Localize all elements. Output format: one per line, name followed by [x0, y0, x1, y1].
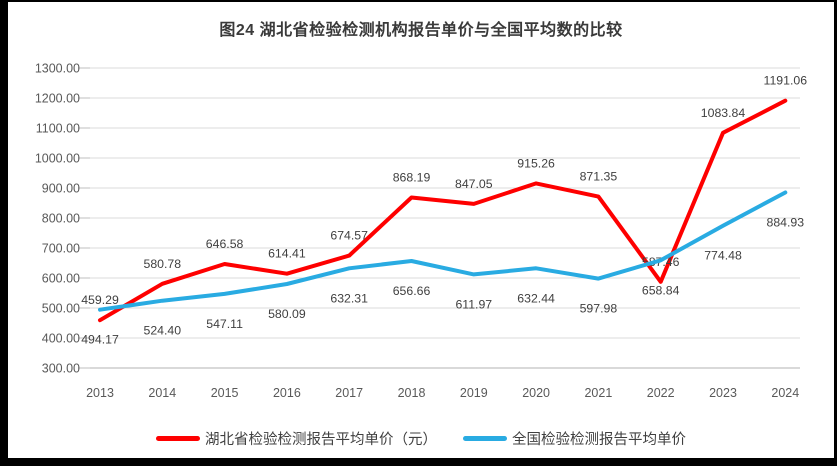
data-point-label: 547.11: [206, 317, 243, 331]
data-point-label: 597.98: [580, 302, 618, 316]
x-axis-tick-label: 2021: [584, 386, 612, 400]
x-axis-tick-label: 2015: [211, 386, 239, 400]
y-axis-tick-label: 800.00: [42, 212, 80, 226]
x-axis-tick-label: 2020: [522, 386, 550, 400]
data-point-label: 494.17: [81, 333, 119, 347]
x-axis-tick-label: 2023: [709, 386, 737, 400]
data-point-label: 580.09: [268, 307, 306, 321]
x-axis-tick-label: 2022: [647, 386, 675, 400]
data-point-label: 871.35: [580, 170, 618, 184]
chart-title: 图24 湖北省检验检测机构报告单价与全国平均数的比较: [219, 22, 623, 39]
x-axis-tick-label: 2017: [335, 386, 363, 400]
chart-legend: 湖北省检验检测报告平均单价（元） 全国检验检测报告平均单价: [8, 428, 834, 449]
x-axis-tick-label: 2018: [398, 386, 426, 400]
legend-label-hubei: 湖北省检验检测报告平均单价（元）: [205, 432, 437, 448]
y-axis-tick-label: 300.00: [42, 362, 80, 376]
data-point-label: 884.93: [766, 216, 804, 230]
data-point-label: 658.84: [642, 283, 680, 297]
national-series-line-swatch: [463, 436, 507, 441]
data-point-label: 632.44: [517, 291, 555, 305]
data-point-label: 847.05: [455, 177, 493, 191]
data-point-label: 632.31: [330, 291, 368, 305]
y-axis-tick-label: 600.00: [42, 272, 80, 286]
data-point-label: 459.29: [81, 293, 119, 307]
legend-item-hubei: 湖北省检验检测报告平均单价（元）: [156, 428, 437, 449]
y-axis-tick-label: 1000.00: [35, 152, 80, 166]
hubei-series-line: [98, 98, 788, 323]
national-series-line: [98, 190, 788, 312]
legend-item-national: 全国检验检测报告平均单价: [463, 428, 686, 449]
data-point-label: 774.48: [704, 249, 742, 263]
data-point-label: 674.57: [330, 229, 368, 243]
data-point-label: 656.66: [393, 284, 431, 298]
data-point-label: 614.41: [268, 247, 306, 261]
y-axis-tick-label: 1300.00: [35, 62, 80, 76]
data-point-label: 646.58: [206, 237, 244, 251]
y-axis-tick-label: 1100.00: [36, 122, 80, 136]
data-point-label: 915.26: [517, 156, 555, 170]
y-axis-tick-label: 900.00: [42, 182, 80, 196]
data-point-label: 1191.06: [764, 74, 808, 88]
data-point-label: 868.19: [393, 171, 431, 185]
data-point-label: 580.78: [143, 257, 181, 271]
x-axis-tick-label: 2016: [273, 386, 301, 400]
x-axis-tick-label: 2014: [148, 386, 176, 400]
y-axis-tick-label: 1200.00: [35, 92, 80, 106]
line-chart-plot-area: 300.00 400.00 500.00 600.00 700.00 800.00 900.…: [35, 62, 808, 401]
x-axis-tick-label: 2024: [771, 386, 799, 400]
x-axis-tick-label: 2019: [460, 386, 488, 400]
y-axis-tick-label: 500.00: [42, 302, 80, 316]
y-axis-tick-label: 700.00: [42, 242, 80, 256]
data-point-label: 524.40: [143, 324, 181, 338]
legend-label-national: 全国检验检测报告平均单价: [512, 432, 686, 448]
data-point-label: 1083.84: [701, 106, 746, 120]
data-point-label: 611.97: [455, 297, 492, 311]
x-axis-tick-label: 2013: [86, 386, 114, 400]
y-axis-tick-label: 400.00: [42, 332, 80, 346]
hubei-series-line-swatch: [156, 436, 200, 441]
